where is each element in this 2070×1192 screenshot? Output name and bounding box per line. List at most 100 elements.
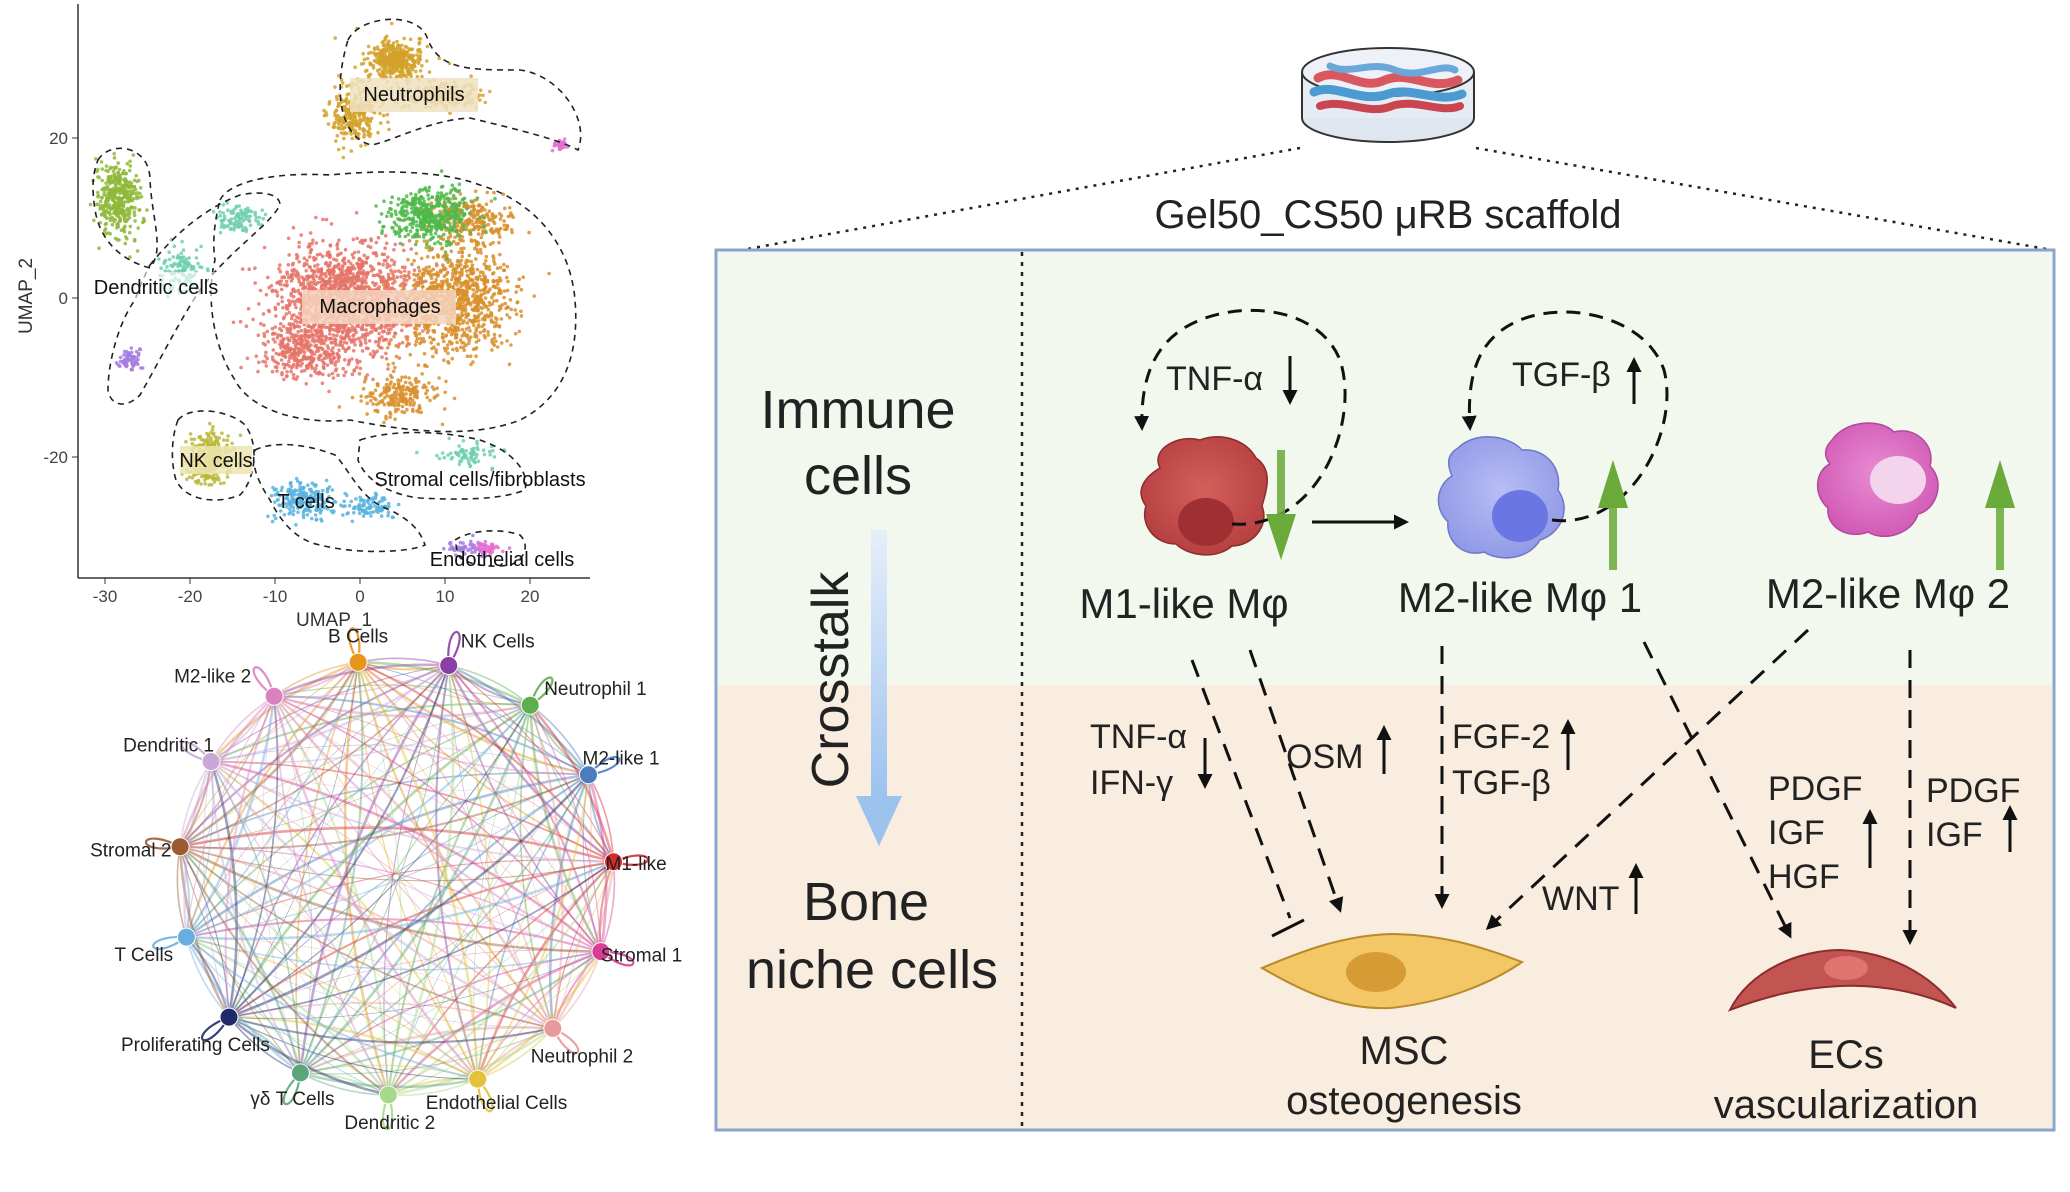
umap-point — [435, 284, 439, 288]
umap-point — [367, 285, 371, 289]
umap-point — [341, 127, 345, 131]
umap-point — [414, 213, 418, 217]
umap-point — [128, 160, 132, 164]
umap-point — [101, 167, 105, 171]
umap-point — [133, 210, 137, 214]
umap-point — [409, 202, 413, 206]
umap-point — [318, 269, 322, 273]
umap-point — [483, 314, 487, 318]
umap-point — [105, 222, 109, 226]
umap-point — [232, 208, 236, 212]
umap-point — [109, 219, 113, 223]
umap-point — [508, 206, 512, 210]
umap-point — [165, 265, 169, 269]
umap-point — [461, 321, 465, 325]
umap-point — [307, 276, 311, 280]
umap-point — [493, 221, 497, 225]
umap-point — [450, 250, 454, 254]
umap-point — [414, 243, 418, 247]
umap-point — [404, 274, 408, 278]
umap-point — [406, 335, 410, 339]
umap-point — [305, 343, 309, 347]
umap-point — [237, 225, 241, 229]
umap-point — [415, 395, 419, 399]
umap-point — [466, 355, 470, 359]
umap-point — [280, 288, 284, 292]
umap-point — [385, 338, 389, 342]
umap-point — [265, 357, 269, 361]
umap-point — [282, 275, 286, 279]
umap-point — [463, 212, 467, 216]
umap-point — [399, 284, 403, 288]
umap-point — [498, 305, 502, 309]
umap-point — [133, 238, 137, 242]
umap-point — [279, 270, 283, 274]
umap-point — [112, 166, 116, 170]
umap-point — [329, 337, 333, 341]
umap-point — [457, 214, 461, 218]
umap-point — [105, 164, 109, 168]
umap-point — [443, 391, 447, 395]
umap-point — [442, 238, 446, 242]
umap-point — [238, 216, 242, 220]
umap-point — [253, 211, 257, 215]
umap-point — [347, 335, 351, 339]
umap-point — [390, 22, 394, 26]
umap-point — [482, 224, 486, 228]
umap-point — [330, 222, 334, 226]
umap-point — [370, 326, 374, 330]
umap-point — [419, 69, 423, 73]
umap-point — [285, 284, 289, 288]
umap-point — [450, 242, 454, 246]
umap-point — [374, 389, 378, 393]
umap-point — [469, 205, 473, 209]
umap-point — [433, 273, 437, 277]
umap-point — [167, 250, 171, 254]
umap-point — [332, 257, 336, 261]
umap-point — [347, 276, 351, 280]
umap-point — [488, 268, 492, 272]
umap-point — [491, 231, 495, 235]
umap-point — [395, 53, 399, 57]
umap-point — [490, 320, 494, 324]
umap-point — [314, 216, 318, 220]
umap-point — [305, 382, 309, 386]
umap-point — [389, 201, 393, 205]
umap-point — [447, 197, 451, 201]
umap-point — [455, 283, 459, 287]
umap-point — [445, 254, 449, 258]
umap-point — [296, 362, 300, 366]
umap-point — [369, 120, 373, 124]
umap-point — [298, 351, 302, 355]
umap-point — [342, 132, 346, 136]
umap-point — [462, 224, 466, 228]
umap-point — [422, 272, 426, 276]
umap-point — [373, 47, 377, 51]
umap-point — [361, 349, 365, 353]
umap-point — [462, 201, 466, 205]
umap-point — [248, 219, 252, 223]
umap-point — [409, 38, 413, 42]
umap-point — [460, 297, 464, 301]
umap-point — [399, 242, 403, 246]
umap-point — [264, 360, 268, 364]
umap-point — [392, 335, 396, 339]
umap-point — [136, 249, 140, 253]
umap-point — [464, 344, 468, 348]
umap-point — [309, 249, 313, 253]
umap-point — [272, 332, 276, 336]
umap-point — [455, 349, 459, 353]
umap-point — [378, 338, 382, 342]
umap-point — [402, 209, 406, 213]
umap-point — [479, 248, 483, 252]
umap-point — [316, 346, 320, 350]
umap-point — [415, 53, 419, 57]
umap-point — [350, 340, 354, 344]
umap-point — [490, 199, 494, 203]
umap-point — [343, 337, 347, 341]
umap-point — [394, 209, 398, 213]
umap-point — [459, 338, 463, 342]
umap-point — [432, 256, 436, 260]
umap-point — [271, 370, 275, 374]
